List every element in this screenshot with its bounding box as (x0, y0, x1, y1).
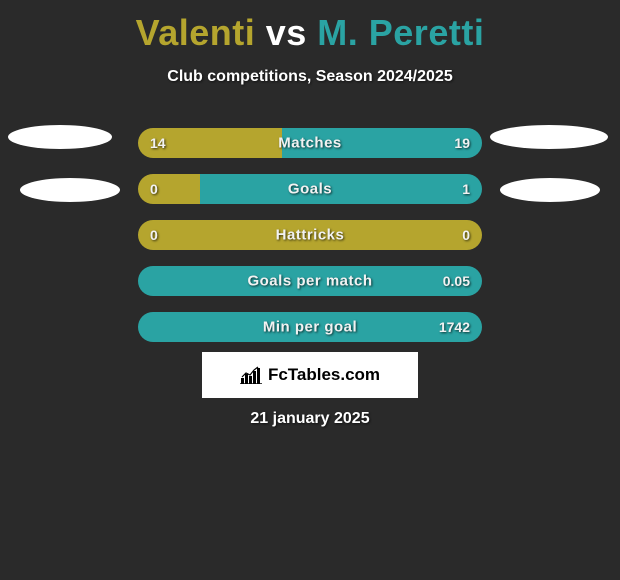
bar-segment-right (200, 174, 482, 204)
bar-track: Hattricks (138, 220, 482, 250)
bar-chart-icon (240, 366, 262, 384)
club-badge-placeholder (8, 125, 112, 149)
value-right: 1742 (439, 319, 470, 335)
logo-text: FcTables.com (268, 365, 380, 385)
stat-label: Matches (278, 135, 342, 152)
value-left: 0 (150, 227, 158, 243)
club-badge-placeholder (500, 178, 600, 202)
page-title: Valenti vs M. Peretti (0, 0, 620, 54)
subtitle: Club competitions, Season 2024/2025 (0, 68, 620, 86)
value-right: 1 (462, 181, 470, 197)
bar-track: Min per goal (138, 312, 482, 342)
stat-row: Goals per match 0.05 (0, 258, 620, 304)
bar-track: Matches (138, 128, 482, 158)
value-right: 19 (454, 135, 470, 151)
date-line: 21 january 2025 (0, 410, 620, 428)
stat-row: Min per goal 1742 (0, 304, 620, 350)
stat-label: Hattricks (276, 227, 345, 244)
bar-track: Goals (138, 174, 482, 204)
title-player2: M. Peretti (317, 12, 484, 53)
stat-row: Hattricks 0 0 (0, 212, 620, 258)
value-left: 14 (150, 135, 166, 151)
title-player1: Valenti (136, 12, 256, 53)
club-badge-placeholder (20, 178, 120, 202)
stat-label: Goals (288, 181, 332, 198)
title-vs: vs (255, 12, 317, 53)
comparison-chart: Matches 14 19 Goals 0 1 Hattricks 0 0 Goals per m… (0, 120, 620, 350)
stat-label: Goals per match (247, 273, 372, 290)
stat-label: Min per goal (263, 319, 357, 336)
logo-badge: FcTables.com (202, 352, 418, 398)
bar-segment-left (138, 174, 200, 204)
bar-track: Goals per match (138, 266, 482, 296)
value-right: 0.05 (443, 273, 470, 289)
club-badge-placeholder (490, 125, 608, 149)
value-right: 0 (462, 227, 470, 243)
value-left: 0 (150, 181, 158, 197)
